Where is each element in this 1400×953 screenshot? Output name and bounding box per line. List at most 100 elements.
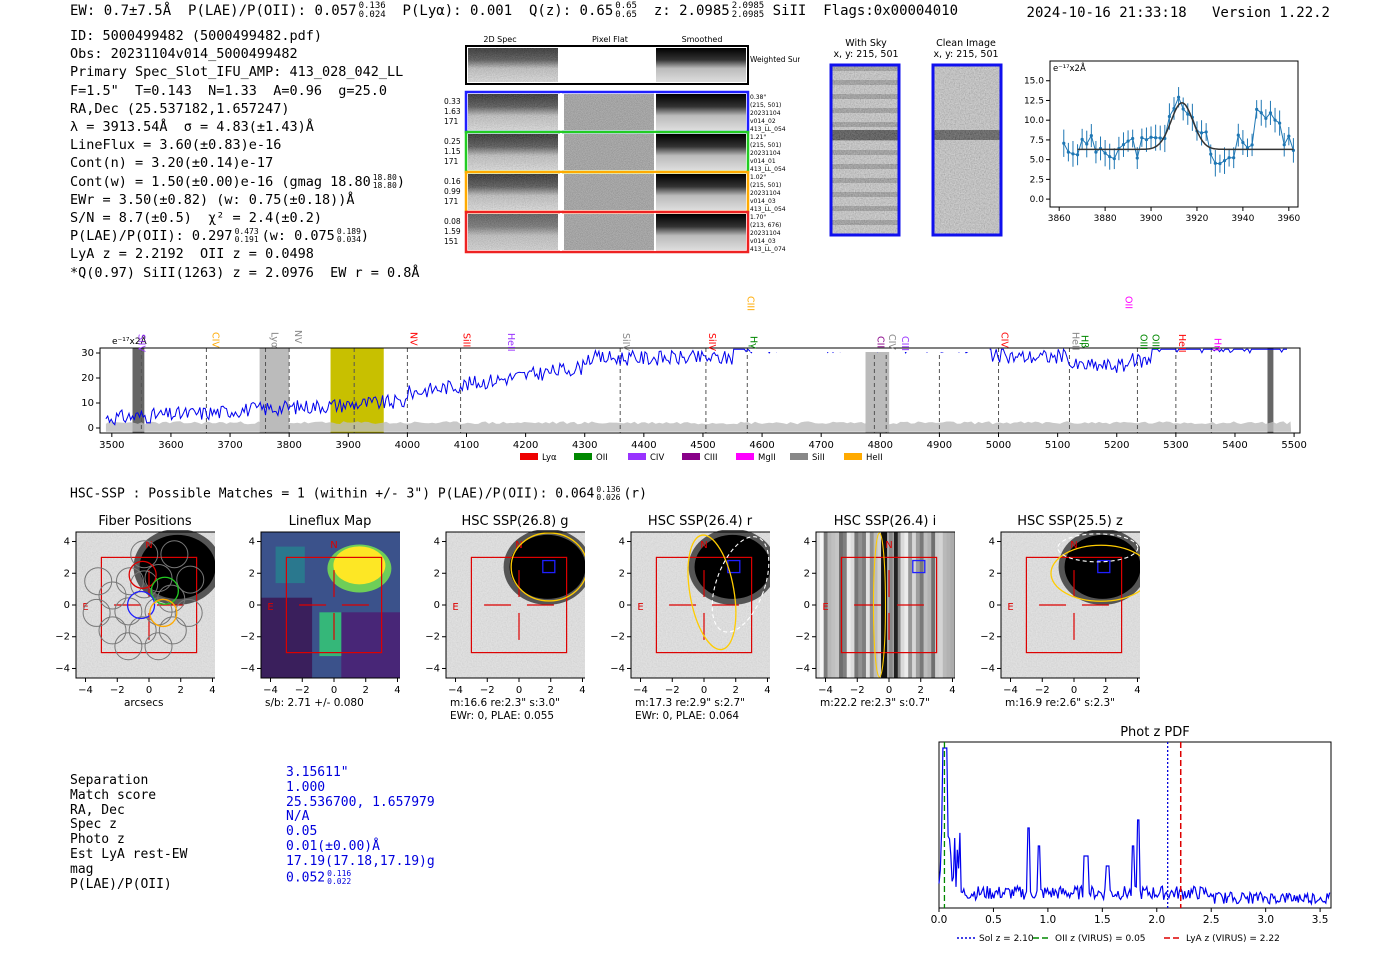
fiber-circle — [157, 584, 186, 613]
fiber-circle — [114, 597, 143, 626]
zoom-ytick: 15.0 — [1024, 77, 1044, 87]
spectrum-xtick: 5000 — [986, 440, 1011, 451]
cutout-xtick: 2 — [548, 685, 554, 696]
cutout-xtick: −2 — [295, 685, 310, 696]
info-plae: P(LAE)/P(OII): 0.297 0.473 0.191 (w: 0.075 0… — [70, 227, 370, 245]
header-flags: Flags:0x00004010 — [823, 3, 959, 19]
info-obs: Obs: 20231104v014_5000499482 — [70, 46, 298, 63]
thumb-right-val: (215, 501) — [750, 102, 781, 109]
thumb-right-val: (213, 676) — [750, 222, 781, 229]
thumb-left-val: 0.16 — [444, 177, 461, 186]
emission-line-label: CIII — [744, 296, 755, 311]
hsc-match-line: HSC-SSP : Possible Matches = 1 (within +… — [70, 485, 647, 502]
spectrum-ytick: 0 — [88, 423, 94, 434]
thumb-smoothed — [656, 174, 746, 210]
spectrum-xtick: 4300 — [572, 440, 597, 451]
thumb-left-val: 1.63 — [444, 107, 461, 116]
emission-line-label: OIII — [1137, 334, 1148, 350]
zoom-ytick: 12.5 — [1024, 96, 1044, 106]
weighted-label: Weighted Sum — [750, 55, 800, 64]
cutout-image: N E −4 −4 −2 −2 0 0 2 2 4 4 — [55, 530, 215, 696]
table-row: mag 17.19(17.18,17.19)g — [70, 854, 435, 878]
table-key: Est LyA rest-EW — [70, 846, 188, 862]
hsc-ellipse — [711, 536, 770, 633]
table-row: Separation 3.15611" — [70, 765, 435, 789]
cutout-caption: m:16.6 re:2.3" s:3.0" — [450, 697, 560, 709]
cutout-caption-2: EWr: 0, PLAE: 0.055 — [450, 710, 555, 722]
emission-line-label: HeII — [1069, 332, 1080, 351]
cutout-ytick: 0 — [434, 600, 440, 611]
spectrum-unit: e⁻¹⁷x2Å — [112, 335, 148, 347]
header-z: z: 2.0985 — [653, 3, 730, 19]
spectrum-xtick: 5100 — [1045, 440, 1070, 451]
col-title-pixelflat: Pixel Flat — [592, 35, 628, 44]
spectrum-xtick: 4500 — [690, 440, 715, 451]
spectrum-xtick: 5400 — [1222, 440, 1247, 451]
spectrum-xtick: 3700 — [217, 440, 242, 451]
match-box — [542, 559, 556, 574]
cutout-xtick: −4 — [448, 685, 463, 696]
fiber-circle — [84, 567, 113, 596]
emission-line-label: SiIV — [135, 334, 146, 352]
legend-swatch — [628, 453, 646, 460]
table-row: Photo z 0.05 — [70, 824, 435, 848]
emission-line-label: Lyα — [268, 332, 279, 348]
legend-swatch — [520, 453, 538, 460]
emission-line-label: NV — [292, 330, 303, 344]
info-radec: RA,Dec (25.537182,1.657247) — [70, 100, 290, 117]
thumb-right-val: v014_01 — [750, 158, 776, 165]
thumb-left-val: 171 — [444, 157, 459, 166]
thumb-right-val: v014_03 — [750, 198, 776, 205]
col-title-2dspec: 2D Spec — [483, 35, 516, 44]
cutout-ytick: 0 — [804, 600, 810, 611]
cutout-xtick: −2 — [1035, 685, 1050, 696]
zoom-model-line — [1077, 102, 1294, 151]
table-row: Est LyA rest-EW 0.01(±0.00)Å — [70, 839, 435, 863]
lya-highlight-region — [330, 348, 384, 433]
thumb-left-val: 171 — [444, 197, 459, 206]
mask-region-hatched — [1267, 348, 1274, 433]
cutout-ytick: 4 — [619, 537, 625, 548]
cutout-xtick: 0 — [701, 685, 707, 696]
cutout-ytick: 0 — [249, 600, 255, 611]
legend-label: SiII — [812, 453, 825, 463]
cutout-ytick: −4 — [425, 663, 440, 674]
legend-label: OII — [596, 453, 608, 463]
info-contn: Cont(n) = 3.20(±0.14)e-17 — [70, 155, 274, 172]
thumb-right-val: 20231104 — [750, 190, 781, 197]
cutout-xtick: 4 — [949, 685, 955, 696]
fiber-highlight-green — [150, 576, 180, 605]
match-table: Separation 3.15611" Match score 1.000 RA, De… — [70, 765, 435, 894]
photz-xtick: 2.0 — [1148, 914, 1165, 926]
fiber-circle — [144, 597, 173, 626]
thumb-right-val: 1.21" — [750, 134, 766, 141]
thumb-left-val: 171 — [444, 117, 459, 126]
zoom-plot-frame — [1049, 60, 1299, 208]
east-label: E — [822, 602, 828, 613]
aperture-box — [1025, 556, 1123, 654]
cutout-xtick: 0 — [331, 685, 337, 696]
thumb-right-val: v014_03 — [750, 238, 776, 245]
thumb-left-val: 0.25 — [444, 137, 461, 146]
table-row: Spec z N/A — [70, 810, 435, 833]
fiber-circle — [144, 632, 173, 661]
cutout-xtick: 2 — [178, 685, 184, 696]
full-spectrum-chart: e⁻¹⁷x2Å 0 10 20 30 3500 3600 3700 3800 3900 4000 41… — [81, 296, 1307, 463]
cutout-xtick: 2 — [733, 685, 739, 696]
thumb-right-val: 20231104 — [750, 110, 781, 117]
photz-title: Phot z PDF — [1120, 725, 1190, 740]
fiber-circle — [114, 632, 143, 661]
east-label: E — [452, 602, 458, 613]
table-key: mag — [70, 861, 94, 877]
legend-label: CIV — [650, 453, 664, 463]
fiber-circle — [98, 616, 127, 645]
cutout-caption-2: EWr: 0, PLAE: 0.064 — [635, 710, 740, 722]
cutout-xtick: 0 — [516, 685, 522, 696]
emission-line-label: HeII — [505, 333, 516, 352]
thumb-right-val: (215, 501) — [750, 182, 781, 189]
table-key: Separation — [70, 773, 149, 788]
photz-xtick: 1.5 — [1094, 914, 1111, 926]
east-label: E — [637, 602, 643, 613]
match-box — [1097, 559, 1111, 574]
